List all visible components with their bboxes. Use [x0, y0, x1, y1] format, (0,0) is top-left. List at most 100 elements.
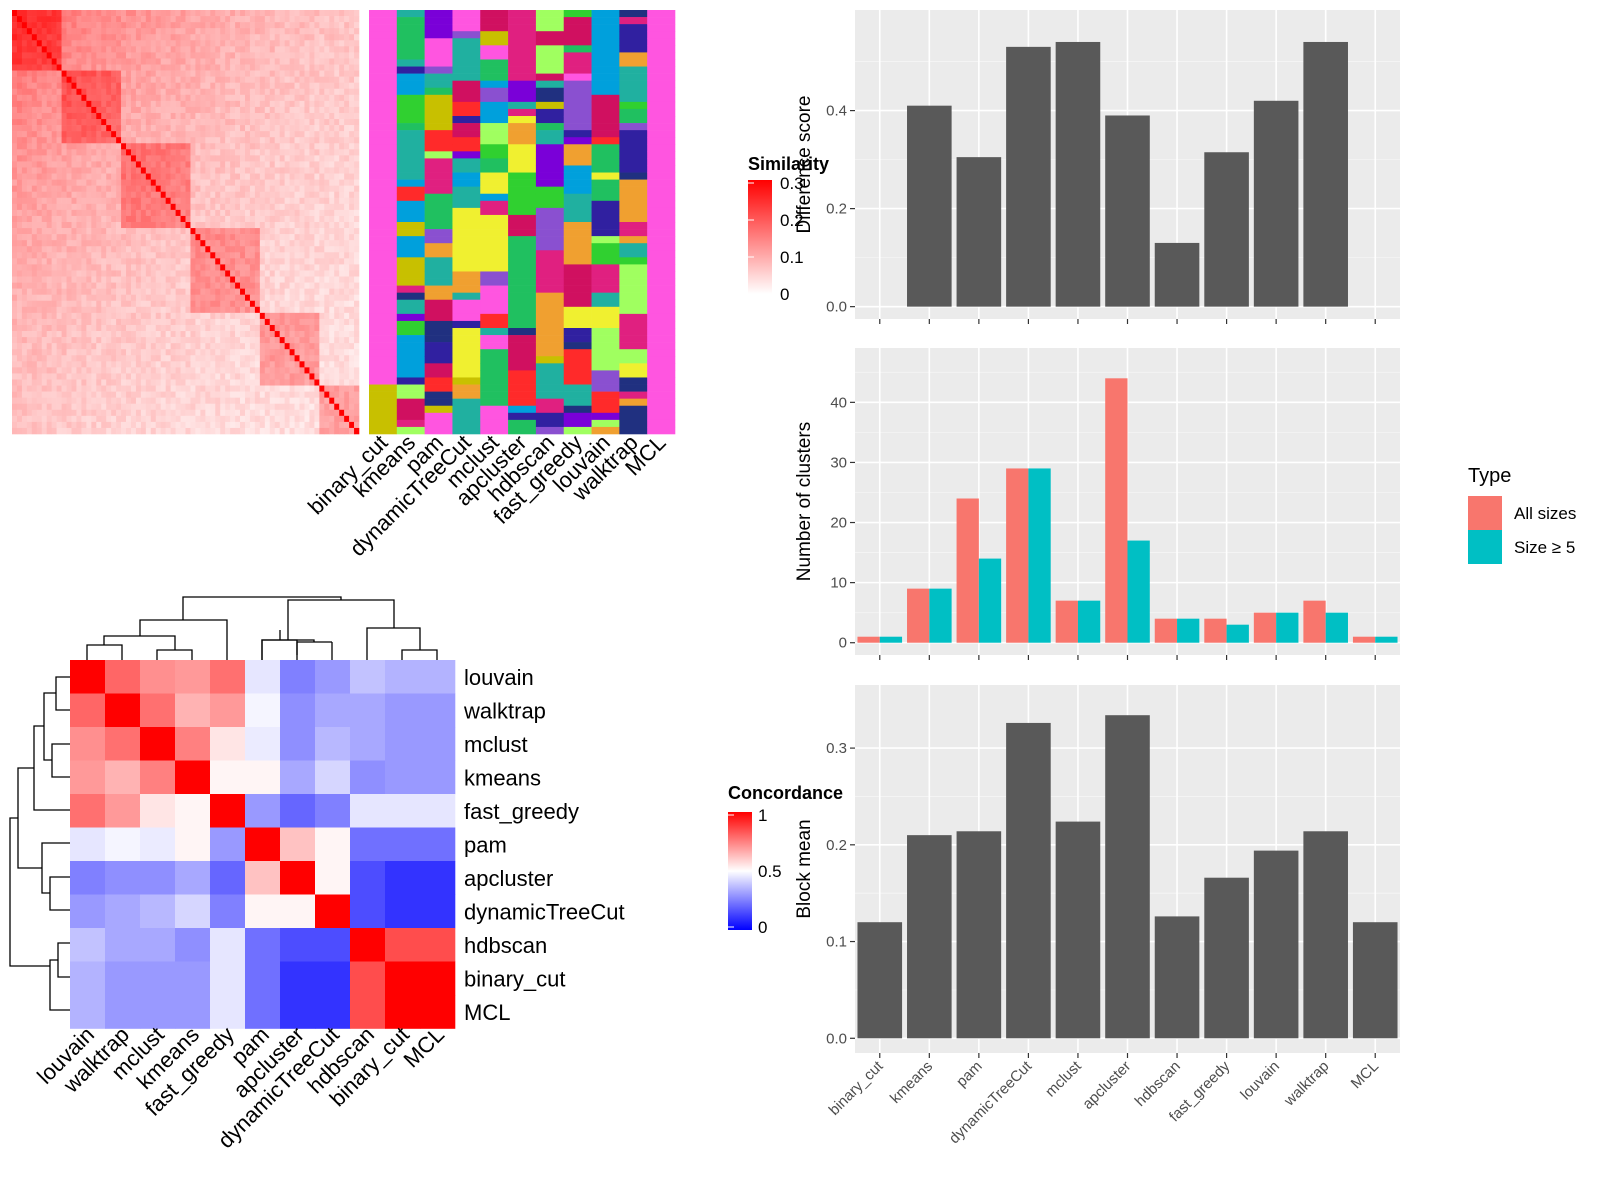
similarity-cell [130, 112, 137, 120]
similarity-cell [135, 385, 142, 392]
similarity-cell [61, 258, 67, 265]
similarity-cell [126, 373, 132, 380]
similarity-cell [111, 34, 117, 41]
similarity-cell [130, 228, 137, 235]
similarity-cell [66, 379, 72, 386]
similarity-cell [190, 100, 196, 108]
similarity-cell [235, 215, 241, 223]
similarity-cell [190, 149, 196, 156]
similarity-cell [309, 197, 315, 205]
similarity-cell [41, 28, 47, 35]
similarity-cell [304, 100, 310, 108]
similarity-cell [81, 324, 87, 332]
similarity-cell [294, 367, 300, 374]
similarity-cell [279, 337, 285, 344]
similarity-cell [150, 119, 157, 126]
similarity-cell [121, 131, 127, 138]
similarity-cell [269, 16, 276, 23]
similarity-cell [240, 82, 246, 90]
similarity-cell [116, 409, 122, 417]
similarity-cell [200, 403, 206, 411]
similarity-cell [185, 264, 191, 271]
similarity-cell [51, 294, 57, 302]
similarity-cell [249, 137, 256, 144]
similarity-cell [66, 28, 72, 35]
similarity-cell [259, 421, 266, 429]
similarity-cell [264, 82, 271, 90]
similarity-cell [249, 70, 256, 77]
similarity-cell [111, 409, 117, 417]
similarity-cell [329, 209, 335, 217]
membership-cell [369, 278, 398, 286]
similarity-cell [195, 427, 201, 435]
similarity-cell [130, 288, 137, 295]
similarity-cell [81, 58, 87, 65]
similarity-cell [165, 222, 171, 229]
similarity-cell [314, 312, 320, 320]
similarity-cell [21, 46, 28, 53]
similarity-cell [126, 324, 132, 332]
similarity-cell [324, 40, 330, 47]
similarity-cell [299, 367, 305, 374]
similarity-cell [299, 252, 305, 259]
similarity-cell [319, 349, 325, 356]
similarity-cell [106, 106, 112, 114]
similarity-cell [314, 185, 320, 193]
similarity-cell [46, 409, 52, 417]
similarity-cell [155, 385, 162, 392]
similarity-cell [26, 143, 33, 150]
similarity-cell [170, 76, 176, 83]
similarity-cell [230, 46, 236, 53]
similarity-cell [91, 252, 97, 259]
similarity-cell [304, 252, 310, 259]
similarity-cell [126, 94, 132, 102]
similarity-cell [329, 373, 335, 380]
similarity-cell [96, 367, 102, 374]
similarity-cell [116, 331, 122, 338]
similarity-cell [215, 276, 221, 283]
similarity-cell [16, 318, 23, 326]
similarity-cell [56, 58, 62, 65]
similarity-cell [155, 137, 162, 144]
similarity-cell [304, 385, 310, 392]
similarity-cell [319, 143, 325, 150]
similarity-cell [269, 173, 276, 180]
similarity-cell [145, 209, 152, 217]
similarity-cell [76, 161, 82, 168]
similarity-cell [56, 185, 62, 193]
similarity-cell [235, 179, 241, 186]
similarity-cell [86, 246, 92, 253]
similarity-cell [205, 246, 211, 253]
similarity-cell [170, 16, 176, 23]
similarity-cell [36, 40, 43, 47]
similarity-cell [101, 52, 107, 59]
similarity-cell [170, 203, 176, 211]
similarity-cell [41, 367, 47, 374]
similarity-cell [319, 373, 325, 380]
similarity-cell [16, 258, 23, 265]
similarity-cell [249, 76, 256, 83]
similarity-cell [269, 64, 276, 71]
similarity-cell [349, 228, 355, 235]
similarity-cell [101, 222, 107, 229]
similarity-cell [130, 331, 137, 338]
similarity-cell [349, 10, 355, 17]
similarity-cell [86, 222, 92, 229]
similarity-cell [91, 264, 97, 271]
similarity-cell [210, 185, 216, 193]
similarity-cell [31, 58, 38, 65]
similarity-cell [12, 40, 18, 47]
similarity-cell [150, 22, 157, 29]
similarity-cell [299, 22, 305, 29]
similarity-cell [279, 94, 285, 102]
similarity-cell [91, 355, 97, 362]
similarity-cell [175, 34, 181, 41]
similarity-cell [175, 173, 181, 180]
similarity-cell [195, 343, 201, 350]
similarity-cell [51, 415, 57, 423]
similarity-cell [126, 167, 132, 174]
similarity-cell [339, 343, 345, 350]
similarity-cell [319, 173, 325, 180]
similarity-cell [155, 222, 162, 229]
similarity-cell [279, 106, 285, 114]
